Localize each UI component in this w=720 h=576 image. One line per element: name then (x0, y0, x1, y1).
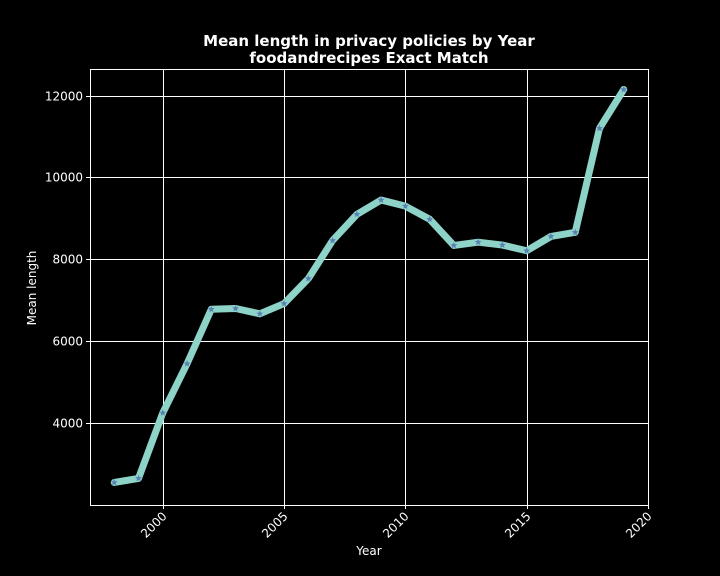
x-axis-label: Year (355, 544, 381, 558)
y-tick-label: 10000 (45, 171, 83, 185)
data-point-marker (110, 478, 118, 486)
data-point-marker (159, 409, 167, 416)
data-point-marker (183, 360, 191, 367)
x-tick-label: 2020 (623, 509, 654, 540)
y-tick-label: 8000 (52, 253, 83, 267)
data-point-marker (135, 474, 142, 482)
x-tick-label: 2010 (380, 509, 411, 540)
data-point-marker (377, 196, 385, 203)
data-point-marker (232, 304, 239, 312)
y-tick-label: 6000 (52, 335, 83, 349)
plot-frame (90, 69, 649, 506)
y-tick-label: 12000 (45, 90, 83, 104)
data-point-marker (474, 238, 482, 246)
data-point-marker (499, 241, 506, 248)
data-point-marker (547, 232, 555, 240)
data-point-marker (523, 247, 531, 254)
data-point-marker (256, 310, 264, 317)
data-point-marker (426, 215, 434, 223)
data-point-marker (571, 228, 579, 236)
series-line (110, 85, 628, 486)
data-point-marker (280, 299, 288, 307)
data-point-marker (353, 210, 361, 218)
chart-subtitle: foodandrecipes Exact Match (249, 49, 488, 67)
x-tick-label: 2015 (502, 509, 533, 540)
data-point-marker (450, 241, 458, 249)
data-point-marker (596, 124, 603, 132)
grid (90, 69, 649, 505)
data-point-marker (620, 85, 628, 93)
y-axis-label: Mean length (25, 251, 39, 326)
data-point-marker (304, 275, 312, 282)
x-tick-label: 2005 (259, 509, 290, 540)
series-area (110, 85, 628, 486)
data-point-marker (329, 236, 337, 244)
axis-ticks: 2000 2005 2010 2015 2020 4000 6000 8000 10000 120… (45, 90, 655, 541)
y-tick-label: 4000 (52, 417, 83, 431)
data-point-marker (207, 305, 215, 313)
x-tick-label: 2000 (138, 509, 169, 540)
data-point-marker (401, 202, 409, 210)
chart-title: Mean length in privacy policies by Year (203, 32, 535, 50)
